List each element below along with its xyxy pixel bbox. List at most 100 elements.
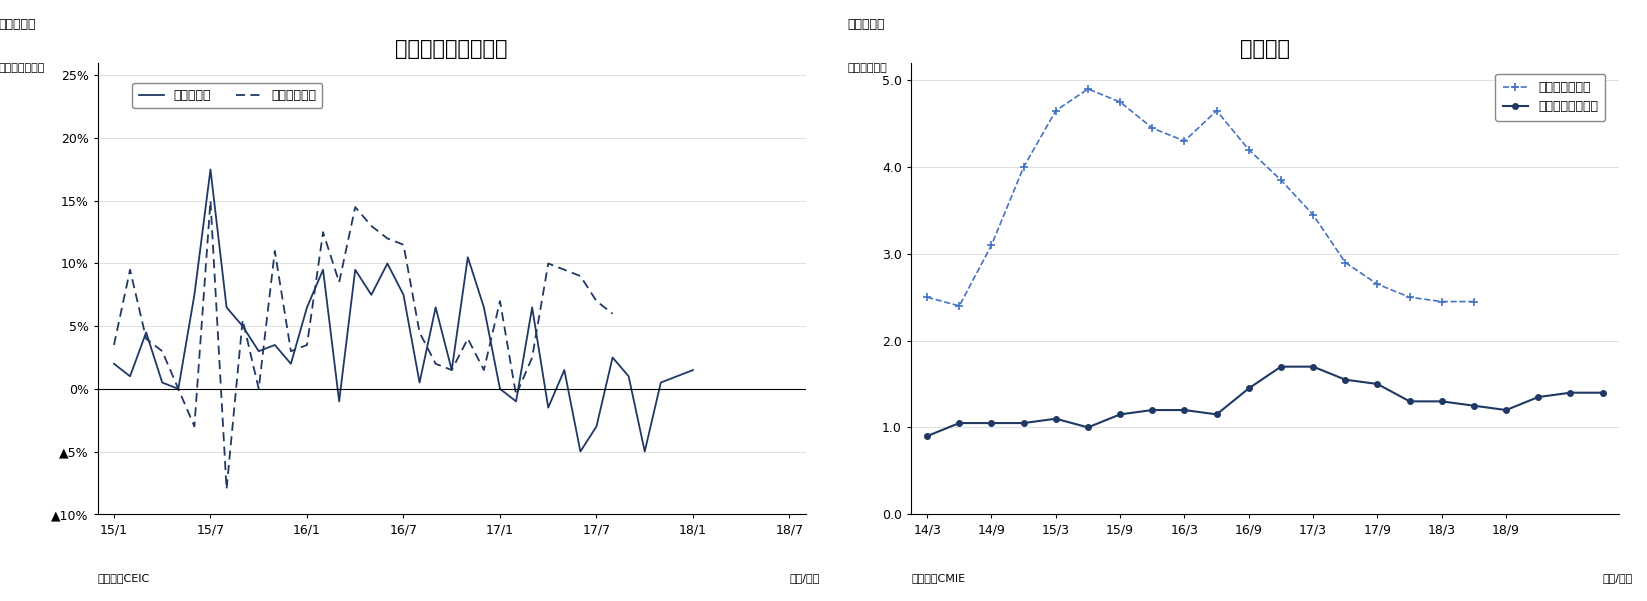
新規の投資計画 xyxy=(1239,146,1258,153)
耐久消費財 xyxy=(329,398,349,405)
新規の投資計画 xyxy=(1046,107,1066,114)
耐久消費財 xyxy=(522,304,542,311)
耐久消費財 xyxy=(394,291,413,299)
非耐久消費財 xyxy=(441,367,461,374)
非耐久消費財 xyxy=(377,235,397,242)
完了した投資計画 xyxy=(917,433,937,440)
完了した投資計画 xyxy=(1143,406,1163,413)
非耐久消費財 xyxy=(522,354,542,361)
完了した投資計画 xyxy=(1336,376,1355,383)
非耐久消費財 xyxy=(296,341,316,349)
非耐久消費財 xyxy=(346,204,366,211)
新規の投資計画 xyxy=(1303,211,1323,218)
新規の投資計画 xyxy=(1207,107,1227,114)
完了した投資計画 xyxy=(1046,415,1066,423)
非耐久消費財 xyxy=(282,347,301,355)
新規の投資計画 xyxy=(917,294,937,301)
耐久消費財 xyxy=(120,373,140,380)
非耐久消費財 xyxy=(120,266,140,273)
完了した投資計画 xyxy=(1239,385,1258,392)
新規の投資計画 xyxy=(949,302,968,310)
耐久消費財 xyxy=(667,373,687,380)
耐久消費財 xyxy=(410,379,430,386)
耐久消費財 xyxy=(249,347,268,355)
非耐久消費財 xyxy=(217,486,237,493)
耐久消費財 xyxy=(377,260,397,267)
新規の投資計画 xyxy=(1015,163,1034,171)
完了した投資計画 xyxy=(982,419,1001,427)
耐久消費財 xyxy=(555,367,575,374)
新規の投資計画 xyxy=(1464,298,1484,305)
耐久消費財 xyxy=(684,367,703,374)
非耐久消費財 xyxy=(410,329,430,336)
Legend: 新規の投資計画, 完了した投資計画: 新規の投資計画, 完了した投資計画 xyxy=(1495,74,1606,121)
Text: （年/月）: （年/月） xyxy=(789,573,820,583)
非耐久消費財 xyxy=(570,272,590,279)
Title: 投資計画: 投資計画 xyxy=(1240,38,1290,59)
耐久消費財 xyxy=(651,379,670,386)
新規の投資計画 xyxy=(1271,177,1291,184)
耐久消費財 xyxy=(152,379,171,386)
耐久消費財 xyxy=(265,341,285,349)
完了した投資計画 xyxy=(1528,394,1548,401)
耐久消費財 xyxy=(441,367,461,374)
完了した投資計画 xyxy=(1303,363,1323,370)
非耐久消費財 xyxy=(491,297,511,305)
Text: （年/月）: （年/月） xyxy=(1603,573,1632,583)
耐久消費財 xyxy=(104,360,124,367)
耐久消費財 xyxy=(168,385,188,392)
新規の投資計画 xyxy=(1431,298,1451,305)
Text: （前年同月比）: （前年同月比） xyxy=(0,63,44,73)
非耐久消費財 xyxy=(506,391,525,398)
非耐久消費財 xyxy=(586,297,606,305)
耐久消費財 xyxy=(603,354,623,361)
完了した投資計画 xyxy=(1367,380,1387,388)
完了した投資計画 xyxy=(1110,410,1130,418)
耐久消費財 xyxy=(282,360,301,367)
新規の投資計画 xyxy=(1110,99,1130,106)
Text: （兆ルピー）: （兆ルピー） xyxy=(847,63,888,73)
非耐久消費財 xyxy=(201,197,221,204)
非耐久消費財 xyxy=(249,385,268,392)
Legend: 耐久消費財, 非耐久消費財: 耐久消費財, 非耐久消費財 xyxy=(132,83,323,108)
非耐久消費財 xyxy=(184,423,204,430)
耐久消費財 xyxy=(427,304,446,311)
Line: 新規の投資計画: 新規の投資計画 xyxy=(922,85,1477,310)
耐久消費財 xyxy=(184,291,204,299)
Line: 完了した投資計画: 完了した投資計画 xyxy=(924,364,1606,439)
耐久消費財 xyxy=(619,373,639,380)
耐久消費財 xyxy=(217,304,237,311)
非耐久消費財 xyxy=(232,316,252,323)
非耐久消費財 xyxy=(555,266,575,273)
完了した投資計画 xyxy=(1400,398,1420,405)
新規の投資計画 xyxy=(1336,259,1355,266)
耐久消費財 xyxy=(137,329,156,336)
完了した投資計画 xyxy=(1271,363,1291,370)
完了した投資計画 xyxy=(1495,406,1515,413)
完了した投資計画 xyxy=(949,419,968,427)
耐久消費財 xyxy=(296,304,316,311)
非耐久消費財 xyxy=(474,367,494,374)
Line: 耐久消費財: 耐久消費財 xyxy=(114,169,693,451)
完了した投資計画 xyxy=(1464,402,1484,409)
完了した投資計画 xyxy=(1015,419,1034,427)
耐久消費財 xyxy=(586,423,606,430)
耐久消費財 xyxy=(506,398,525,405)
Title: 消費関連の生産指標: 消費関連の生産指標 xyxy=(395,38,507,59)
非耐久消費財 xyxy=(427,360,446,367)
耐久消費財 xyxy=(539,404,558,411)
完了した投資計画 xyxy=(1561,389,1581,396)
耐久消費財 xyxy=(232,323,252,330)
非耐久消費財 xyxy=(137,335,156,343)
耐久消費財 xyxy=(313,266,333,273)
Text: （図表６）: （図表６） xyxy=(847,18,884,31)
完了した投資計画 xyxy=(1593,389,1612,396)
Line: 非耐久消費財: 非耐久消費財 xyxy=(114,201,613,489)
新規の投資計画 xyxy=(982,242,1001,249)
Text: （資料）CEIC: （資料）CEIC xyxy=(97,573,150,583)
新規の投資計画 xyxy=(1400,294,1420,301)
非耐久消費財 xyxy=(458,335,478,343)
新規の投資計画 xyxy=(1367,281,1387,288)
耐久消費財 xyxy=(570,448,590,455)
耐久消費財 xyxy=(491,385,511,392)
